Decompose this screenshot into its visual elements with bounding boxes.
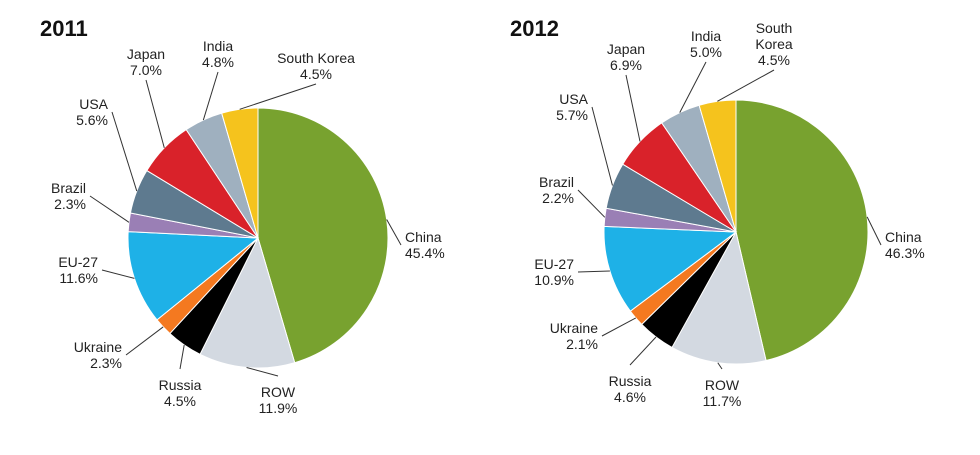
slice-name-label-south-korea-2012: South: [756, 20, 793, 36]
leader-line-ukraine-2011: [125, 326, 164, 356]
slice-name-label-russia-2012: Russia: [609, 373, 652, 389]
slice-value-label-japan-2012: 6.9%: [610, 57, 642, 73]
slice-name-label-ukraine-2011: Ukraine: [74, 339, 122, 355]
slice-value-label-eu-27-2011: 11.6%: [59, 270, 98, 286]
slice-value-label-ukraine-2011: 2.3%: [90, 355, 122, 371]
slice-name-label-ukraine-2012: Ukraine: [550, 320, 598, 336]
slice-value-label-russia-2012: 4.6%: [614, 389, 646, 405]
pie-slice-row-2011: [199, 236, 296, 369]
slice-value-label-india-2012: 5.0%: [690, 44, 722, 60]
slice-name-label-brazil-2012: Brazil: [539, 174, 574, 190]
leader-line-usa-2012: [591, 106, 613, 186]
slice-name-label-india-2012: India: [691, 28, 722, 44]
chart-title-2012: 2012: [510, 16, 559, 41]
slice-value-label-row-2011: 11.9%: [259, 400, 298, 416]
leader-line-eu-27-2011: [101, 269, 135, 279]
leader-line-brazil-2011: [89, 195, 130, 223]
pie-slice-china-2011: [257, 107, 389, 364]
slice-name-label-usa-2012: USA: [559, 91, 588, 107]
slice-name-label-south-korea-2011: South Korea: [277, 50, 355, 66]
pie-slice-south-korea-2012: [698, 99, 737, 233]
slice-value-label-china-2012: 46.3%: [885, 245, 925, 261]
leader-line-china-2011: [386, 219, 402, 246]
slice-value-label-china-2011: 45.4%: [405, 245, 445, 261]
slice-value-label-row-2012: 11.7%: [703, 393, 742, 409]
pie-slice-china-2012: [735, 99, 869, 362]
slice-name-label-japan-2012: Japan: [607, 41, 645, 57]
leader-line-row-2011: [246, 367, 279, 377]
slice-value-label-usa-2011: 5.6%: [76, 112, 108, 128]
slice-name-label-row-2012: ROW: [705, 377, 740, 393]
pie-slice-row-2012: [671, 230, 767, 365]
leader-line-south-korea-2012: [717, 69, 775, 102]
slice-name-label-usa-2011: USA: [79, 96, 108, 112]
slice-name-label-eu-27-2011: EU-27: [58, 254, 98, 270]
slice-value-label-eu-27-2012: 10.9%: [534, 272, 574, 288]
chart-title-2011: 2011: [40, 16, 88, 41]
slice-name-label-russia-2011: Russia: [159, 377, 202, 393]
leader-line-japan-2012: [625, 74, 641, 142]
slice-name-label-japan-2011: Japan: [127, 46, 165, 62]
slice-value-label-south-korea-2012: 4.5%: [758, 52, 790, 68]
slice-value-label-japan-2011: 7.0%: [130, 62, 162, 78]
slice-value-label-russia-2011: 4.5%: [164, 393, 196, 409]
slice-name-label-brazil-2011: Brazil: [51, 180, 86, 196]
leader-line-india-2011: [202, 71, 219, 121]
slice-name-label-row-2011: ROW: [261, 384, 296, 400]
leader-line-china-2012: [866, 216, 882, 246]
leader-line-japan-2011: [145, 79, 165, 149]
leader-line-eu-27-2012: [577, 270, 610, 273]
slice-value-label-brazil-2012: 2.2%: [542, 190, 574, 206]
slice-name-label-south-korea-2012: Korea: [755, 36, 793, 52]
leader-line-india-2012: [679, 61, 707, 113]
leader-line-row-2012: [717, 362, 723, 370]
leader-line-usa-2011: [111, 111, 138, 192]
slice-value-label-brazil-2011: 2.3%: [54, 196, 86, 212]
pie-2011: China45.4%ROW11.9%Russia4.5%Ukraine2.3%E…: [51, 38, 445, 416]
slice-value-label-usa-2012: 5.7%: [556, 107, 588, 123]
leader-line-brazil-2012: [577, 189, 606, 218]
slice-value-label-ukraine-2012: 2.1%: [566, 336, 598, 352]
slice-value-label-south-korea-2011: 4.5%: [300, 66, 332, 82]
slice-name-label-china-2011: China: [405, 229, 442, 245]
leader-line-ukraine-2012: [601, 317, 637, 337]
slice-name-label-china-2012: China: [885, 229, 922, 245]
leader-line-south-korea-2011: [239, 83, 317, 110]
leader-line-russia-2012: [629, 336, 657, 366]
leader-line-russia-2011: [179, 344, 185, 370]
slice-value-label-india-2011: 4.8%: [202, 54, 234, 70]
slice-name-label-eu-27-2012: EU-27: [534, 256, 574, 272]
slice-name-label-india-2011: India: [203, 38, 234, 54]
